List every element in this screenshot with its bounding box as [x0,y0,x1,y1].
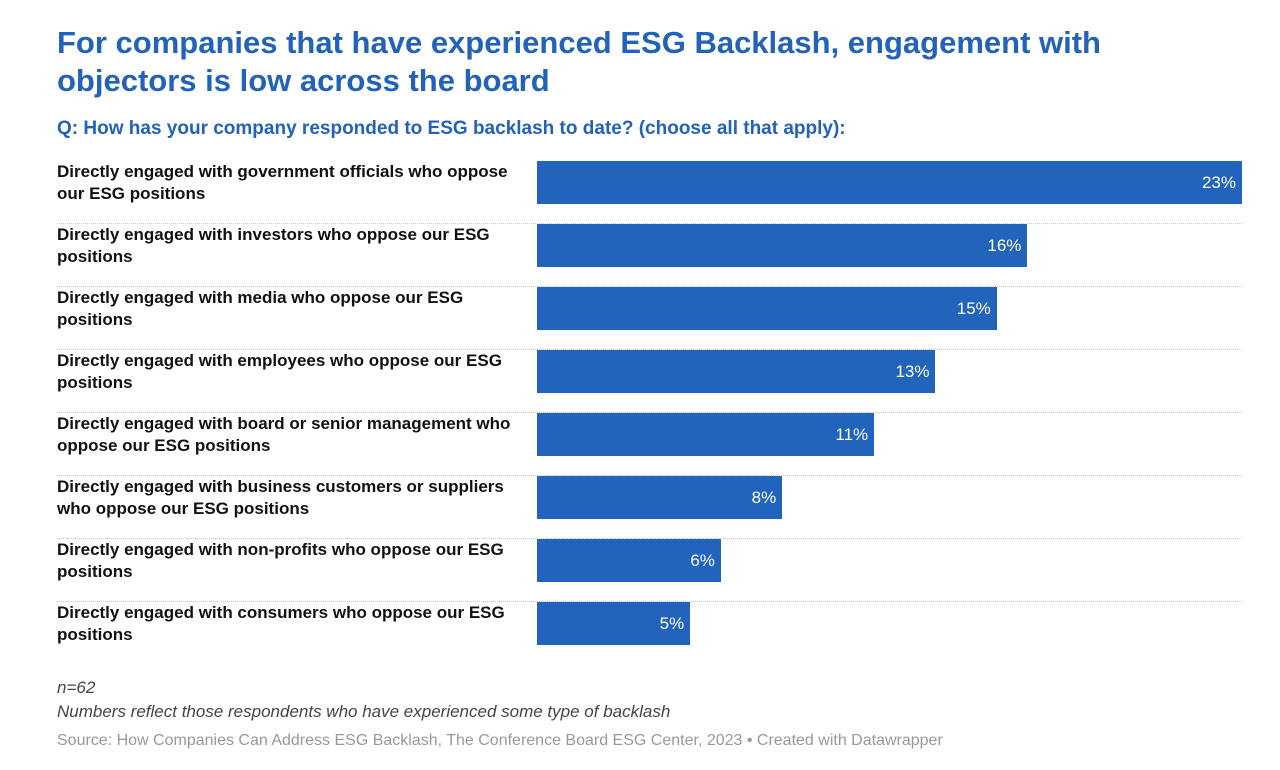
value-label: 5% [659,614,685,633]
category-label: Directly engaged with business customers… [57,477,504,518]
value-label: 13% [895,362,930,381]
row-divider [57,538,1242,539]
value-label: 11% [835,425,869,444]
chart-subtitle: Q: How has your company responded to ESG… [57,118,846,139]
sample-size-note: n=62 [57,678,96,697]
category-label: Directly engaged with consumers who oppo… [57,603,505,644]
category-label: Directly engaged with non-profits who op… [57,540,504,581]
category-label: Directly engaged with investors who oppo… [57,225,490,266]
bar-row: Directly engaged with investors who oppo… [57,224,1242,287]
row-divider [57,223,1242,224]
bar [537,161,1242,204]
bar-row: Directly engaged with business customers… [57,476,1242,539]
value-label: 8% [751,488,777,507]
bar-row: Directly engaged with board or senior ma… [57,413,1242,476]
source-note: Source: How Companies Can Address ESG Ba… [57,732,943,749]
bar-row: Directly engaged with non-profits who op… [57,539,1242,602]
category-label: Directly engaged with media who oppose o… [57,288,464,329]
row-divider [57,286,1242,287]
bar [537,602,691,645]
bar [537,539,721,582]
value-label: 15% [956,299,991,318]
row-divider [57,475,1242,476]
bar [537,287,997,330]
category-label: Directly engaged with government officia… [57,162,508,203]
category-label: Directly engaged with employees who oppo… [57,351,502,392]
bar-row: Directly engaged with consumers who oppo… [57,602,1242,665]
chart-title: For companies that have experienced ESG … [57,25,1101,98]
bar-row: Directly engaged with media who oppose o… [57,287,1242,350]
value-label: 16% [987,236,1022,255]
category-label: Directly engaged with board or senior ma… [57,414,511,455]
value-label: 6% [690,551,715,570]
bar [537,350,936,393]
bar-row: Directly engaged with employees who oppo… [57,350,1242,413]
value-label: 23% [1201,173,1236,192]
bar [537,224,1028,267]
row-divider [57,349,1242,350]
bar-row: Directly engaged with government officia… [57,161,1242,224]
bar [537,413,875,456]
row-divider [57,601,1242,602]
row-divider [57,412,1242,413]
bar [537,476,783,519]
description-note: Numbers reflect those respondents who ha… [57,702,671,721]
